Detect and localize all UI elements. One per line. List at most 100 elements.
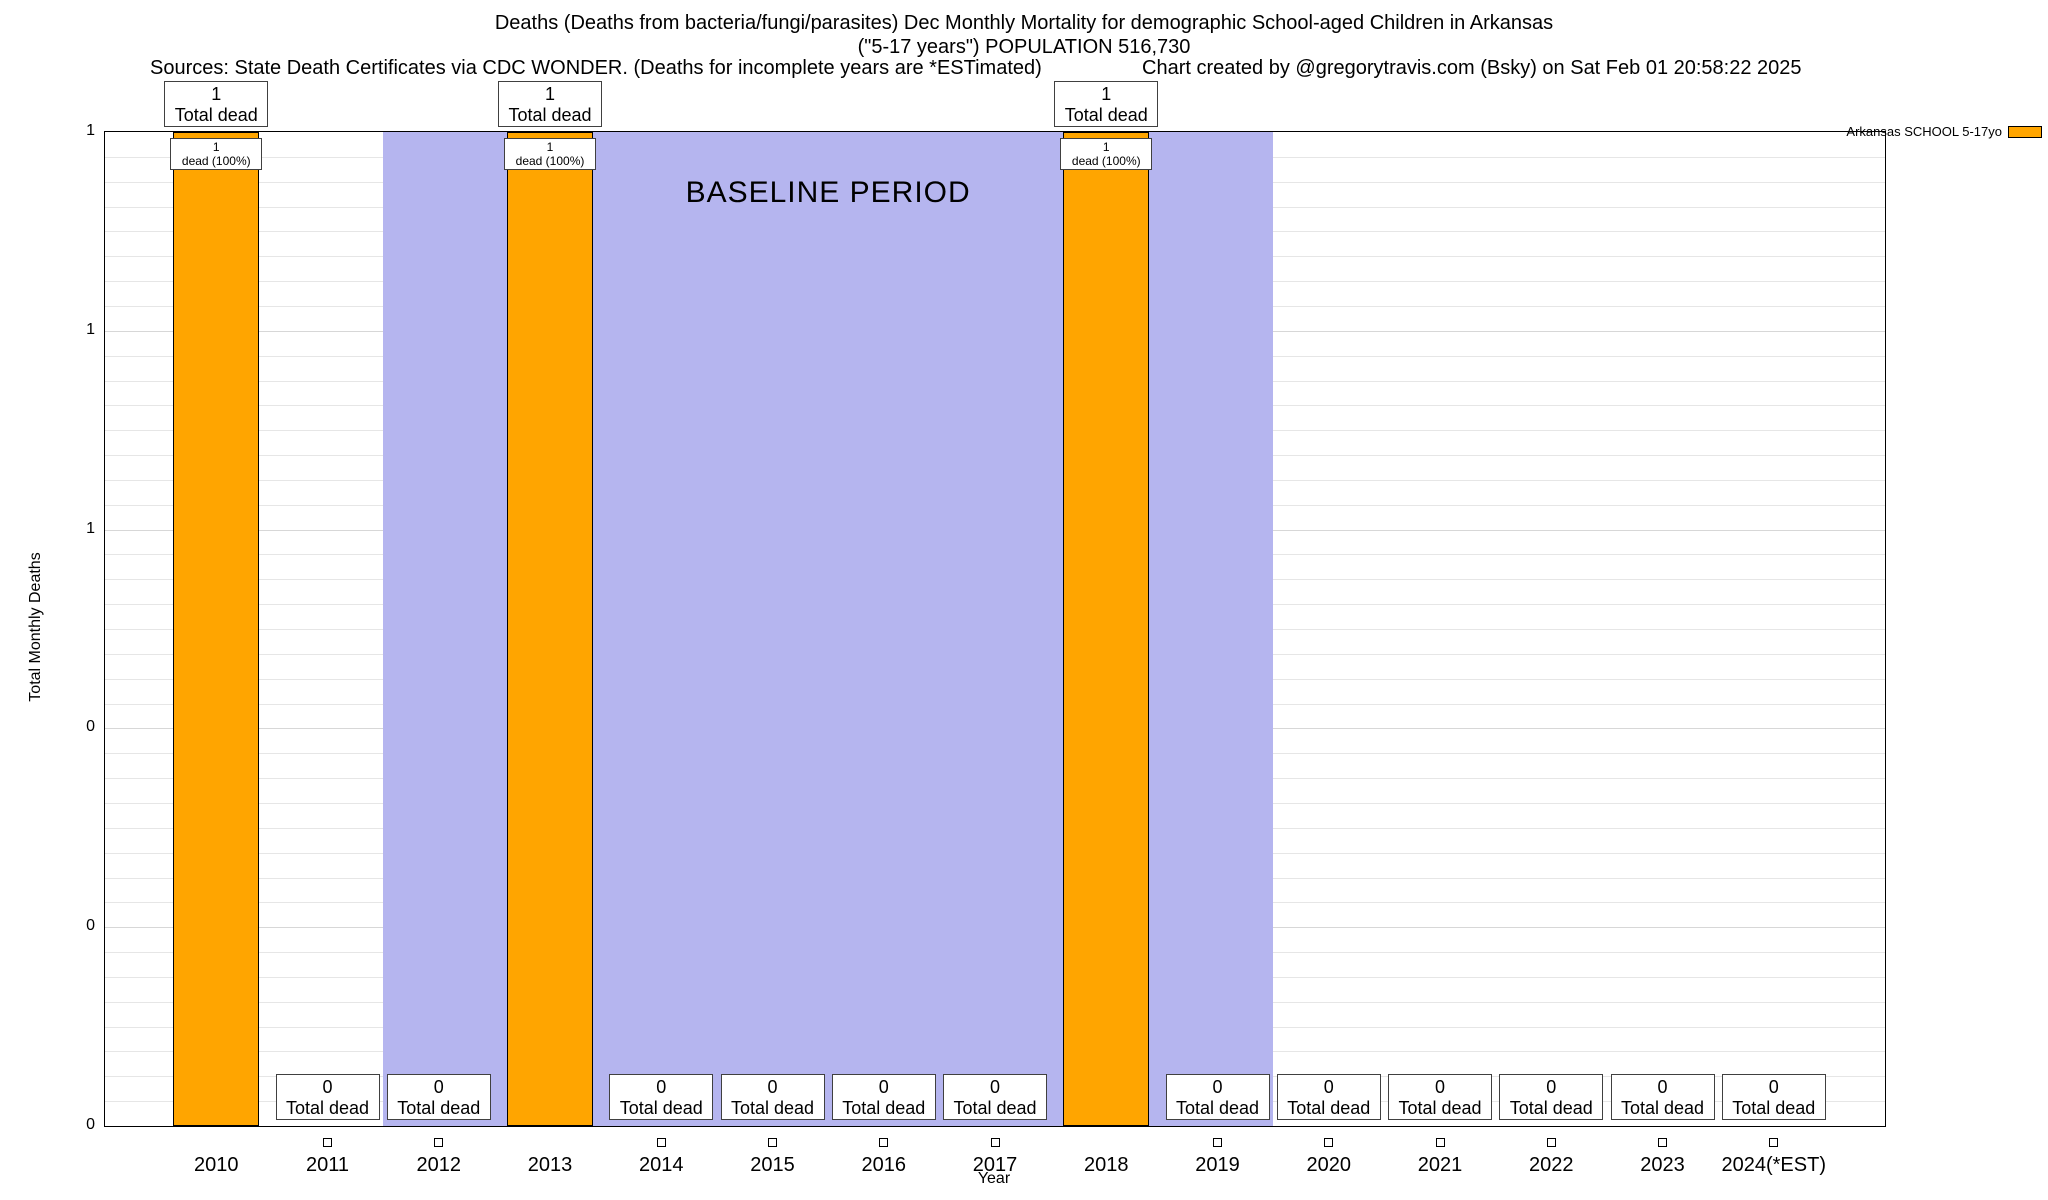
total-dead-value: 0 [322, 1077, 333, 1097]
zero-marker [1324, 1138, 1334, 1147]
total-dead-value: 0 [1546, 1077, 1557, 1097]
y-axis-title: Total Monthly Deaths [27, 552, 44, 702]
total-dead-value: 1 [544, 84, 555, 104]
chart-subtitle: ("5-17 years") POPULATION 516,730 [857, 36, 1191, 58]
total-dead-box: 0 Total dead [1721, 1074, 1826, 1120]
total-dead-value: 0 [767, 1077, 778, 1097]
total-dead-value: 0 [989, 1077, 1000, 1097]
zero-marker [323, 1138, 332, 1147]
total-dead-value: 0 [1323, 1077, 1334, 1097]
total-dead-box: 0 Total dead [1276, 1074, 1381, 1120]
x-tick-label: 2014 [639, 1154, 684, 1176]
x-tick-label: 2012 [416, 1154, 462, 1176]
x-tick-label: 2011 [305, 1154, 349, 1176]
x-tick-label: 2020 [1306, 1154, 1352, 1176]
bar [507, 132, 593, 1126]
legend-label: Arkansas SCHOOL 5-17yo [1846, 124, 2002, 139]
x-tick-label: 2022 [1529, 1154, 1574, 1176]
x-tick-label: 2018 [1084, 1154, 1129, 1176]
bar-inner-label: 1 dead (100%) [504, 138, 596, 170]
total-dead-label: Total dead [397, 1098, 481, 1118]
x-tick-label: 2016 [861, 1154, 907, 1176]
inbar-value: 1 [212, 140, 220, 154]
zero-marker [434, 1138, 444, 1147]
baseline-label: BASELINE PERIOD [685, 176, 971, 209]
x-tick-label: 2013 [527, 1154, 573, 1176]
total-dead-value: 0 [1434, 1077, 1445, 1097]
zero-marker [656, 1138, 666, 1147]
zero-marker [1435, 1138, 1445, 1147]
total-dead-label: Total dead [842, 1098, 926, 1118]
total-dead-box: 1 Total dead [1054, 81, 1159, 127]
total-dead-box: 0 Total dead [1610, 1074, 1715, 1120]
total-dead-box: 0 Total dead [1165, 1074, 1270, 1120]
x-tick-label: 2015 [750, 1154, 795, 1176]
total-dead-label: Total dead [953, 1098, 1037, 1118]
plot-area: BASELINE PERIOD 0 0 0 1 1 1 1 Total dead 1 dead (1… [86, 81, 1886, 1176]
total-dead-value: 0 [433, 1077, 444, 1097]
y-tick-label: 1 [86, 519, 95, 537]
x-tick-label: 2019 [1195, 1154, 1240, 1176]
chart-title: Deaths (Deaths from bacteria/fungi/paras… [494, 12, 1554, 34]
total-dead-value: 0 [1768, 1077, 1779, 1097]
bar-inner-label: 1 dead (100%) [170, 138, 263, 170]
zero-marker [1769, 1138, 1779, 1147]
total-dead-box: 0 Total dead [943, 1074, 1047, 1120]
total-dead-label: Total dead [1732, 1098, 1816, 1118]
inbar-value: 1 [546, 140, 554, 154]
x-tick-label: 2024(*EST) [1721, 1154, 1827, 1176]
total-dead-label: Total dead [1064, 105, 1148, 125]
bar [1063, 132, 1150, 1126]
y-tick-label: 0 [86, 1116, 95, 1133]
credit-note: Chart created by @gregorytravis.com (Bsk… [1142, 57, 1802, 79]
total-dead-label: Total dead [1620, 1098, 1705, 1118]
legend-swatch [2008, 125, 2042, 138]
total-dead-value: 0 [1212, 1077, 1223, 1097]
total-dead-label: Total dead [619, 1098, 703, 1118]
inbar-label: dead (100%) [1071, 154, 1141, 168]
y-tick-label: 0 [86, 718, 95, 736]
sources-note: Sources: State Death Certificates via CD… [150, 57, 1042, 79]
total-dead-value: 0 [656, 1077, 667, 1097]
total-dead-box: 0 Total dead [275, 1074, 380, 1120]
bar-inner-label: 1 dead (100%) [1060, 138, 1153, 170]
total-dead-label: Total dead [1175, 1098, 1260, 1118]
y-tick-label: 1 [86, 320, 95, 338]
total-dead-box: 0 Total dead [386, 1074, 491, 1120]
total-dead-label: Total dead [730, 1098, 815, 1118]
x-axis-title: Year [977, 1170, 1011, 1187]
total-dead-box: 0 Total dead [831, 1074, 936, 1120]
zero-marker [1546, 1138, 1556, 1147]
inbar-value: 1 [1102, 140, 1110, 154]
x-tick-label: 2017 [972, 1154, 1018, 1176]
total-dead-box: 1 Total dead [164, 81, 269, 127]
total-dead-box: 1 Total dead [498, 81, 602, 127]
total-dead-value: 0 [878, 1077, 889, 1097]
total-dead-label: Total dead [1509, 1098, 1593, 1118]
x-tick-label: 2010 [194, 1154, 239, 1176]
total-dead-label: Total dead [285, 1098, 370, 1118]
x-tick-label: 2023 [1640, 1154, 1685, 1176]
bar [173, 132, 260, 1126]
legend: Arkansas SCHOOL 5-17yo [1846, 124, 2042, 139]
zero-marker [990, 1138, 1000, 1147]
total-dead-box: 0 Total dead [1499, 1074, 1604, 1120]
y-tick-label: 0 [86, 917, 95, 935]
y-tick-label: 1 [86, 122, 95, 139]
zero-marker [879, 1138, 889, 1147]
inbar-label: dead (100%) [515, 154, 585, 168]
total-dead-box: 0 Total dead [609, 1074, 714, 1120]
x-tick-label: 2021 [1417, 1154, 1463, 1176]
inbar-label: dead (100%) [181, 154, 251, 168]
zero-marker [1658, 1138, 1667, 1147]
total-dead-label: Total dead [1398, 1098, 1482, 1118]
total-dead-label: Total dead [174, 105, 258, 125]
total-dead-value: 1 [211, 84, 222, 104]
zero-marker [768, 1138, 777, 1147]
total-dead-box: 0 Total dead [1388, 1074, 1492, 1120]
total-dead-label: Total dead [508, 105, 592, 125]
total-dead-label: Total dead [1287, 1098, 1371, 1118]
total-dead-value: 0 [1657, 1077, 1668, 1097]
total-dead-box: 0 Total dead [720, 1074, 825, 1120]
